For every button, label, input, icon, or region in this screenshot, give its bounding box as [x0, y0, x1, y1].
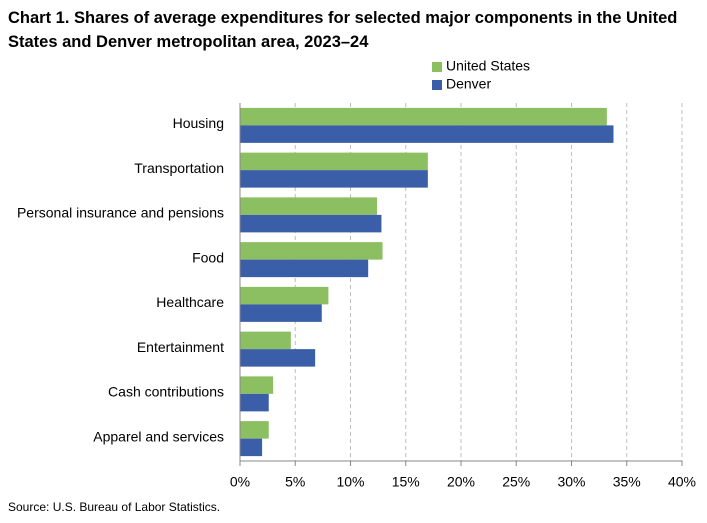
y-tick-label: Healthcare	[156, 294, 224, 310]
bar	[240, 197, 378, 215]
legend-swatch	[432, 62, 442, 72]
bar	[240, 170, 428, 188]
source-note: Source: U.S. Bureau of Labor Statistics.	[8, 500, 221, 514]
chart-title: Chart 1. Shares of average expenditures …	[8, 9, 678, 51]
bar	[240, 438, 263, 457]
y-tick-label: Food	[192, 249, 224, 265]
x-tick-label: 10%	[336, 474, 364, 490]
x-tick-label: 5%	[285, 474, 305, 490]
x-tick-label: 40%	[668, 474, 696, 490]
y-tick-label: Cash contributions	[108, 384, 224, 400]
bar	[240, 304, 322, 322]
y-tick-label: Transportation	[134, 160, 224, 176]
y-tick-label: Entertainment	[137, 339, 224, 355]
bar	[240, 421, 269, 439]
y-tick-label: Apparel and services	[93, 428, 224, 444]
legend-label: Denver	[446, 76, 491, 92]
bar	[240, 125, 614, 143]
legend-swatch	[432, 80, 442, 90]
bar	[240, 349, 316, 367]
x-tick-label: 15%	[392, 474, 420, 490]
y-tick-label: Housing	[173, 115, 224, 131]
y-tick-label: Personal insurance and pensions	[17, 205, 224, 221]
bar	[240, 242, 383, 260]
x-tick-label: 25%	[502, 474, 530, 490]
bar	[240, 331, 291, 350]
x-tick-label: 30%	[557, 474, 585, 490]
bar	[240, 393, 269, 412]
bar	[240, 259, 369, 278]
x-tick-label: 20%	[447, 474, 475, 490]
bar	[240, 107, 607, 126]
x-tick-label: 0%	[230, 474, 250, 490]
x-tick-label: 35%	[613, 474, 641, 490]
bar	[240, 376, 274, 394]
legend-label: United States	[446, 58, 530, 74]
bar	[240, 286, 329, 305]
bar	[240, 152, 428, 171]
bar	[240, 214, 382, 233]
